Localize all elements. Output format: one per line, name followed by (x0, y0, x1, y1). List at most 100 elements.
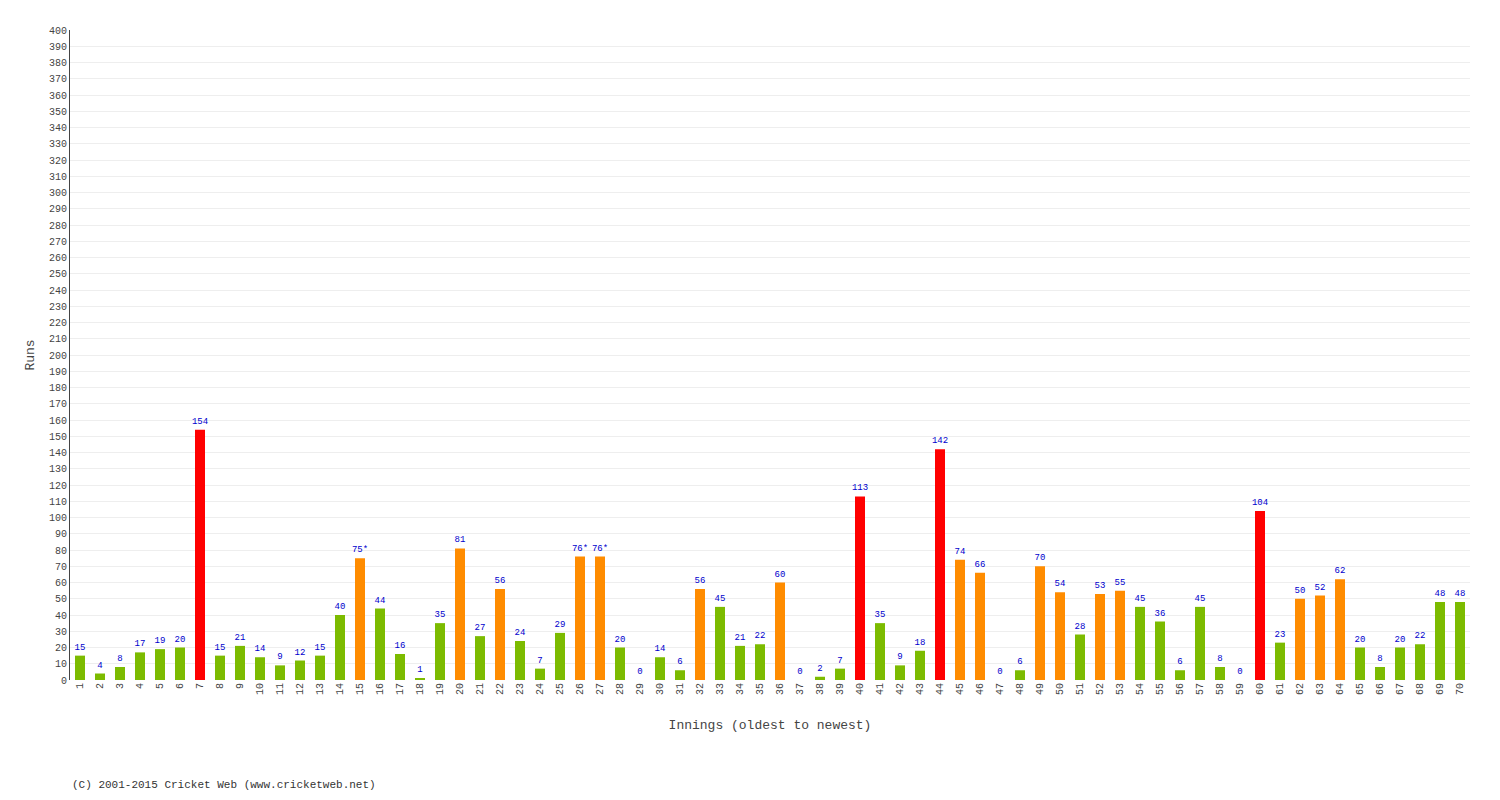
svg-text:49: 49 (1035, 683, 1046, 695)
svg-text:17: 17 (135, 639, 146, 649)
svg-text:15: 15 (75, 643, 86, 653)
svg-text:300: 300 (49, 188, 67, 199)
svg-text:42: 42 (895, 683, 906, 695)
svg-text:113: 113 (852, 483, 868, 493)
svg-text:7: 7 (195, 683, 206, 689)
svg-text:104: 104 (1252, 498, 1268, 508)
svg-text:13: 13 (315, 683, 326, 695)
svg-text:56: 56 (495, 576, 506, 586)
svg-text:76*: 76* (592, 544, 608, 554)
svg-text:26: 26 (575, 683, 586, 695)
svg-text:8: 8 (1217, 654, 1222, 664)
svg-text:21: 21 (475, 683, 486, 695)
svg-text:390: 390 (49, 42, 67, 53)
svg-text:67: 67 (1395, 683, 1406, 695)
svg-text:350: 350 (49, 107, 67, 118)
svg-text:370: 370 (49, 74, 67, 85)
svg-text:60: 60 (1255, 683, 1266, 695)
svg-text:22: 22 (1415, 631, 1426, 641)
svg-text:24: 24 (515, 628, 526, 638)
svg-text:35: 35 (755, 683, 766, 695)
svg-text:16: 16 (395, 641, 406, 651)
svg-text:36: 36 (1155, 609, 1166, 619)
svg-text:8: 8 (117, 654, 122, 664)
svg-text:32: 32 (695, 683, 706, 695)
svg-text:0: 0 (1237, 667, 1242, 677)
svg-text:160: 160 (49, 416, 67, 427)
svg-text:81: 81 (455, 535, 466, 545)
svg-text:60: 60 (775, 570, 786, 580)
svg-text:12: 12 (295, 683, 306, 695)
svg-text:23: 23 (1275, 630, 1286, 640)
svg-text:23: 23 (515, 683, 526, 695)
svg-text:34: 34 (735, 683, 746, 695)
svg-text:20: 20 (1395, 635, 1406, 645)
svg-text:180: 180 (49, 383, 67, 394)
svg-text:40: 40 (335, 602, 346, 612)
svg-text:37: 37 (795, 683, 806, 695)
svg-text:63: 63 (1315, 683, 1326, 695)
svg-text:40: 40 (55, 611, 67, 622)
svg-text:29: 29 (635, 683, 646, 695)
svg-text:18: 18 (915, 638, 926, 648)
svg-text:2: 2 (817, 664, 822, 674)
svg-text:7: 7 (537, 656, 542, 666)
svg-text:(C) 2001-2015 Cricket Web (www: (C) 2001-2015 Cricket Web (www.cricketwe… (72, 779, 376, 791)
svg-text:60: 60 (55, 578, 67, 589)
svg-text:57: 57 (1195, 683, 1206, 695)
svg-text:52: 52 (1095, 683, 1106, 695)
svg-text:56: 56 (1175, 683, 1186, 695)
svg-text:14: 14 (655, 644, 666, 654)
svg-text:0: 0 (637, 667, 642, 677)
svg-text:170: 170 (49, 399, 67, 410)
svg-text:27: 27 (475, 623, 486, 633)
svg-text:22: 22 (755, 631, 766, 641)
svg-text:66: 66 (1375, 683, 1386, 695)
svg-text:51: 51 (1075, 683, 1086, 695)
svg-text:11: 11 (275, 683, 286, 695)
svg-text:29: 29 (555, 620, 566, 630)
svg-text:54: 54 (1135, 683, 1146, 695)
svg-text:290: 290 (49, 204, 67, 215)
svg-text:58: 58 (1215, 683, 1226, 695)
svg-text:220: 220 (49, 318, 67, 329)
svg-text:70: 70 (1455, 683, 1466, 695)
svg-text:17: 17 (395, 683, 406, 695)
svg-text:45: 45 (955, 683, 966, 695)
svg-text:69: 69 (1435, 683, 1446, 695)
svg-text:33: 33 (715, 683, 726, 695)
svg-text:154: 154 (192, 417, 208, 427)
svg-text:330: 330 (49, 139, 67, 150)
svg-text:200: 200 (49, 351, 67, 362)
svg-text:8: 8 (1377, 654, 1382, 664)
svg-text:90: 90 (55, 529, 67, 540)
svg-text:270: 270 (49, 237, 67, 248)
svg-text:120: 120 (49, 481, 67, 492)
svg-text:50: 50 (1295, 586, 1306, 596)
svg-text:20: 20 (175, 635, 186, 645)
svg-text:27: 27 (595, 683, 606, 695)
svg-text:74: 74 (955, 547, 966, 557)
svg-text:31: 31 (675, 683, 686, 695)
svg-text:22: 22 (495, 683, 506, 695)
svg-text:4: 4 (97, 661, 102, 671)
svg-text:5: 5 (155, 683, 166, 689)
svg-text:65: 65 (1355, 683, 1366, 695)
svg-text:110: 110 (49, 497, 67, 508)
svg-text:Innings (oldest to newest): Innings (oldest to newest) (669, 718, 872, 733)
svg-text:10: 10 (255, 683, 266, 695)
svg-text:52: 52 (1315, 583, 1326, 593)
svg-text:20: 20 (455, 683, 466, 695)
svg-text:44: 44 (375, 596, 386, 606)
svg-text:66: 66 (975, 560, 986, 570)
svg-text:19: 19 (435, 683, 446, 695)
svg-text:28: 28 (1075, 622, 1086, 632)
svg-text:4: 4 (135, 683, 146, 689)
svg-text:10: 10 (55, 659, 67, 670)
svg-text:320: 320 (49, 156, 67, 167)
svg-text:12: 12 (295, 648, 306, 658)
svg-text:21: 21 (235, 633, 246, 643)
svg-text:44: 44 (935, 683, 946, 695)
svg-text:340: 340 (49, 123, 67, 134)
svg-text:190: 190 (49, 367, 67, 378)
